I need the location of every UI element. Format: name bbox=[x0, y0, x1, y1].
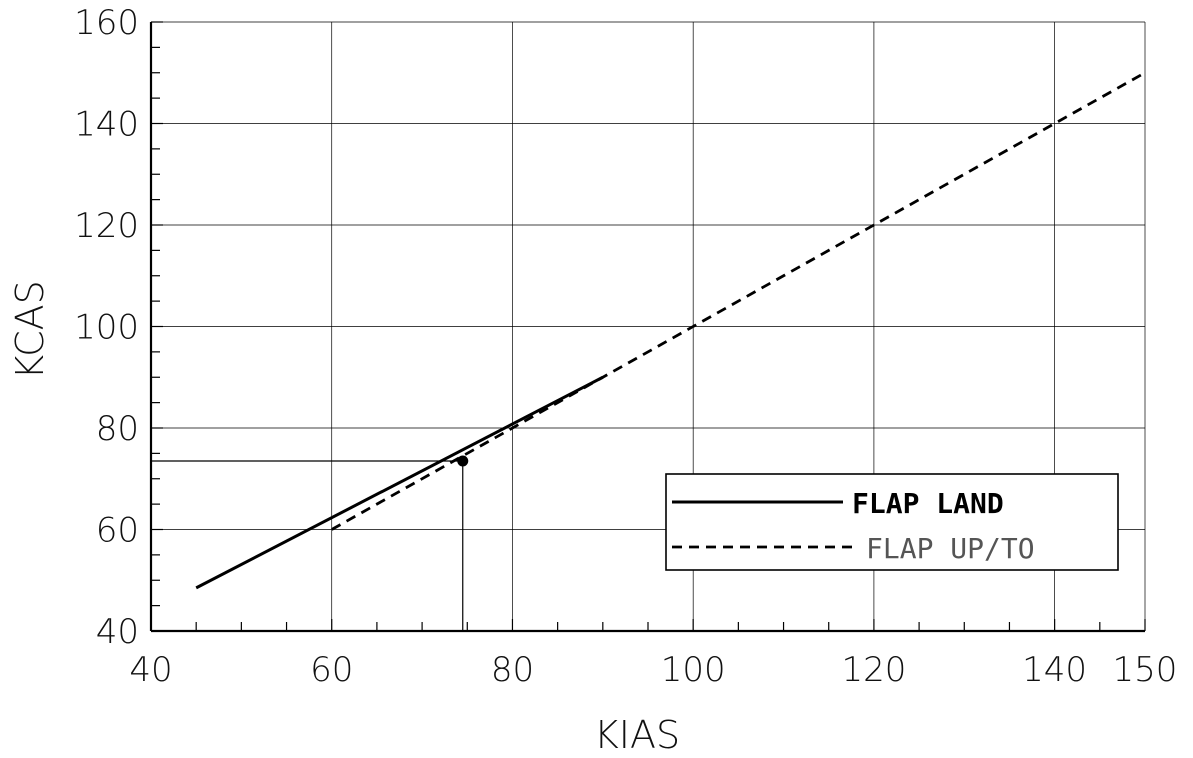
legend: FLAP LAND FLAP UP/TO bbox=[665, 473, 1119, 571]
y-tick-label-80: 80 bbox=[96, 409, 139, 449]
y-tick-label-60: 60 bbox=[96, 511, 139, 551]
x-tick-label-120: 120 bbox=[841, 650, 906, 690]
legend-label-flap-land: FLAP LAND bbox=[852, 487, 1004, 520]
y-tick-label-40: 40 bbox=[96, 612, 139, 652]
x-axis-title: KIAS bbox=[594, 713, 680, 757]
x-tick-label-140: 140 bbox=[1022, 650, 1087, 690]
series-lines bbox=[195, 71, 1146, 590]
legend-box bbox=[665, 473, 1119, 571]
series-line-flap-land bbox=[195, 375, 604, 590]
readout-point-marker bbox=[457, 455, 469, 467]
y-tick-label-140: 140 bbox=[74, 105, 139, 145]
x-tick-label-80: 80 bbox=[491, 650, 534, 690]
y-tick-label-160: 160 bbox=[74, 3, 139, 43]
readout-lines bbox=[151, 460, 464, 631]
x-tick-label-60: 60 bbox=[310, 650, 353, 690]
x-tick-label-150: 150 bbox=[1113, 650, 1178, 690]
y-axis-title: KCAS bbox=[8, 280, 52, 380]
x-tick-label-100: 100 bbox=[661, 650, 726, 690]
grid-lines bbox=[151, 21, 1146, 631]
y-tick-label-120: 120 bbox=[74, 206, 139, 246]
legend-label-flap-up-to: FLAP UP/TO bbox=[866, 532, 1035, 565]
axes bbox=[149, 22, 1145, 633]
series-line-flap-up-to bbox=[331, 71, 1146, 531]
x-tick-label-40: 40 bbox=[129, 650, 172, 690]
y-tick-label-100: 100 bbox=[74, 308, 139, 348]
tick-labels: 40 60 80 100 120 140 150 40 60 80 100 120 140 160 bbox=[74, 3, 1177, 690]
